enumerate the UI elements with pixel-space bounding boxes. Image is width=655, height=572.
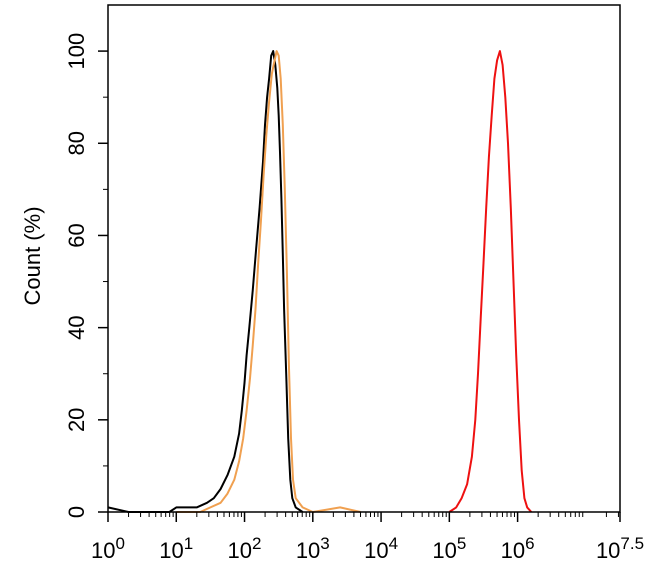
y-tick-label: 100 xyxy=(64,33,89,70)
y-tick-label: 60 xyxy=(64,223,89,247)
y-axis: 0 20 40 60 80 100 xyxy=(64,33,108,518)
plot-frame xyxy=(107,4,621,513)
plot-area xyxy=(107,50,533,513)
x-tick-label: 103 xyxy=(296,534,330,563)
series-line-1 xyxy=(107,50,304,513)
y-tick-label: 0 xyxy=(64,506,89,518)
x-tick-label: 106 xyxy=(501,534,535,563)
x-tick-label: 100 xyxy=(91,534,125,563)
series-line-3 xyxy=(448,50,533,513)
y-axis-label: Count (%) xyxy=(20,206,45,305)
y-tick-label: 80 xyxy=(64,131,89,155)
x-tick-label: 102 xyxy=(228,534,262,563)
x-tick-label: 101 xyxy=(159,534,193,563)
y-tick-label: 40 xyxy=(64,315,89,339)
x-tick-label: 107.5 xyxy=(596,534,644,563)
x-tick-label: 105 xyxy=(432,534,466,563)
x-axis: 100 101 102 103 104 105 106 107.5 xyxy=(91,512,644,563)
series-line-2 xyxy=(176,50,361,513)
x-tick-label: 104 xyxy=(364,534,398,563)
y-tick-label: 20 xyxy=(64,408,89,432)
